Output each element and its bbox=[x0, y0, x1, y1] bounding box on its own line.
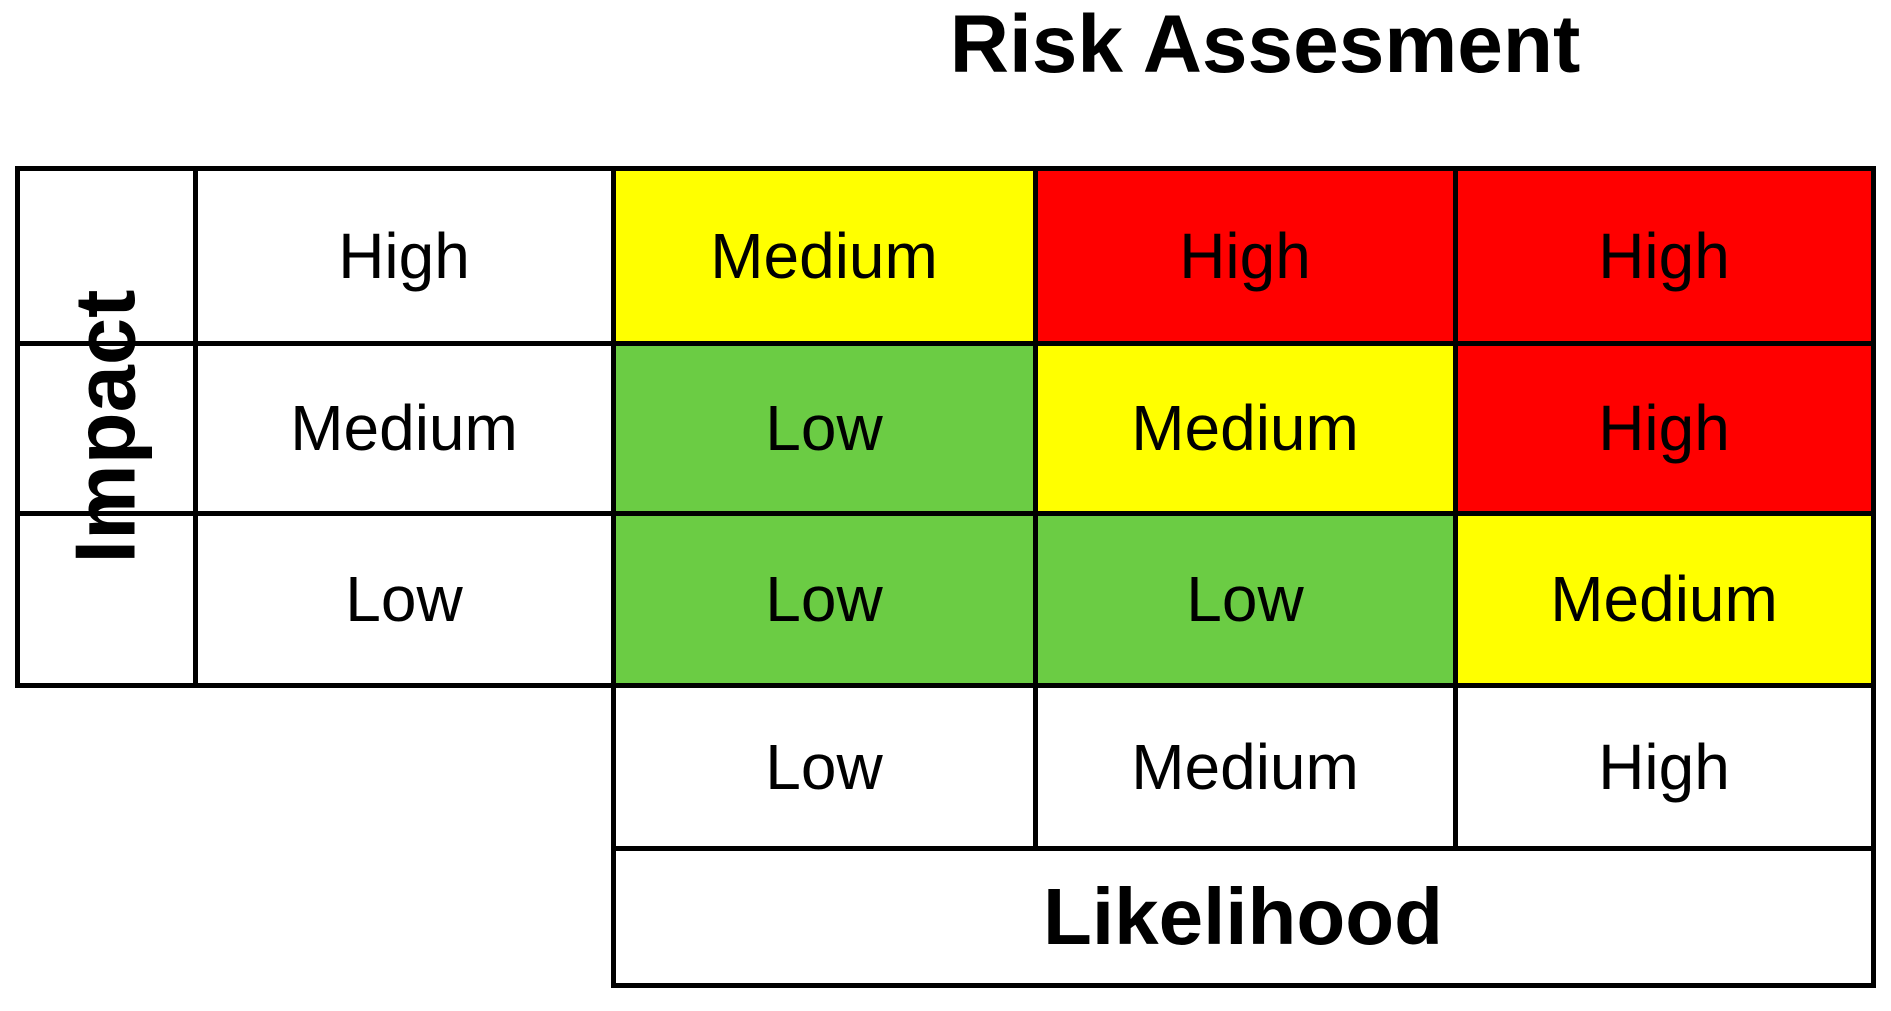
likelihood-level-medium: Medium bbox=[1035, 685, 1455, 848]
matrix-cell-medium-impact-low-likelihood: Low bbox=[613, 343, 1035, 513]
impact-level-high: High bbox=[195, 168, 613, 343]
grid-line bbox=[611, 846, 1875, 851]
grid-line bbox=[15, 683, 1875, 688]
grid-line bbox=[15, 511, 1875, 516]
matrix-cell-high-impact-high-likelihood: High bbox=[1455, 168, 1873, 343]
grid-line bbox=[15, 341, 1875, 346]
impact-level-low: Low bbox=[195, 513, 613, 685]
grid-line bbox=[1033, 166, 1038, 850]
matrix-cell-low-impact-low-likelihood: Low bbox=[613, 513, 1035, 685]
matrix-cell-high-impact-medium-likelihood: High bbox=[1035, 168, 1455, 343]
matrix-cell-medium-impact-medium-likelihood: Medium bbox=[1035, 343, 1455, 513]
likelihood-axis-label: Likelihood bbox=[613, 848, 1873, 985]
likelihood-level-high: High bbox=[1455, 685, 1873, 848]
grid-line bbox=[611, 983, 1875, 988]
grid-line bbox=[1871, 166, 1876, 988]
grid-line bbox=[193, 166, 198, 687]
grid-line bbox=[1453, 166, 1458, 850]
impact-axis-cell: Impact bbox=[17, 168, 195, 685]
matrix-cell-low-impact-high-likelihood: Medium bbox=[1455, 513, 1873, 685]
matrix-cell-high-impact-low-likelihood: Medium bbox=[613, 168, 1035, 343]
grid-line bbox=[15, 166, 1875, 171]
figure-title: Risk Assesment bbox=[949, 0, 1581, 90]
grid-line bbox=[15, 166, 20, 687]
matrix-cell-low-impact-medium-likelihood: Low bbox=[1035, 513, 1455, 685]
grid-line bbox=[611, 166, 616, 988]
likelihood-level-low: Low bbox=[613, 685, 1035, 848]
impact-level-medium: Medium bbox=[195, 343, 613, 513]
impact-axis-label: Impact bbox=[58, 289, 154, 564]
matrix-cell-medium-impact-high-likelihood: High bbox=[1455, 343, 1873, 513]
